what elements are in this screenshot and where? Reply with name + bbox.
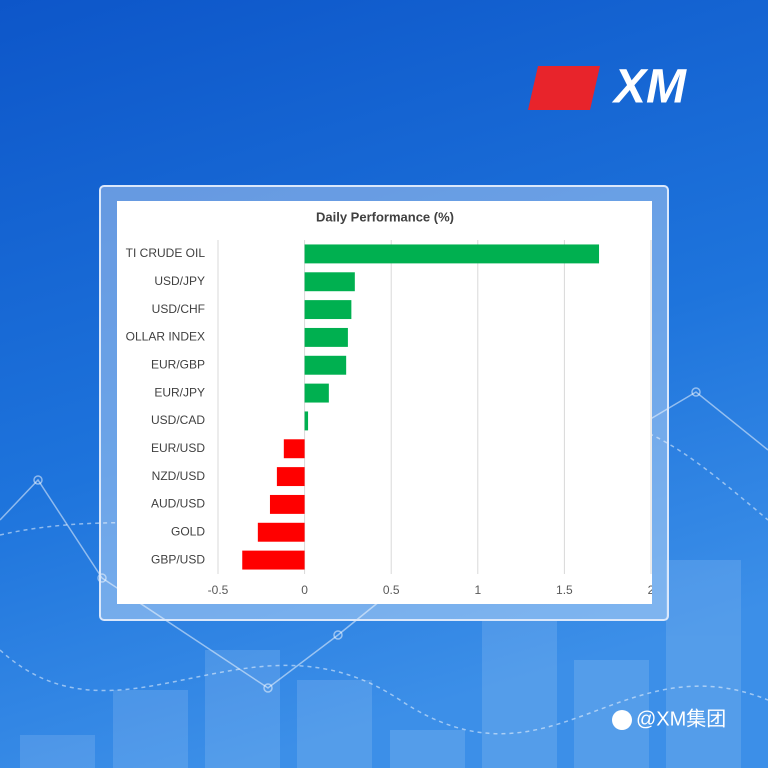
y-tick-label: TI CRUDE OIL — [126, 246, 206, 260]
bar — [304, 411, 309, 431]
x-tick-label: 0 — [301, 583, 308, 597]
y-tick-label: EUR/USD — [151, 441, 205, 455]
y-tick-label: GBP/USD — [151, 552, 205, 566]
y-tick-label: NZD/USD — [152, 469, 206, 483]
watermark-text: @XM集团 — [636, 707, 726, 730]
bar — [257, 522, 305, 542]
y-tick-label: USD/CHF — [152, 302, 205, 316]
bar — [283, 439, 305, 459]
y-tick-label: EUR/JPY — [154, 385, 205, 399]
watermark: @XM集团 — [612, 707, 726, 730]
logo-text: XM — [611, 61, 687, 114]
bar — [242, 550, 305, 570]
bar — [269, 494, 305, 514]
watermark-icon — [612, 710, 632, 730]
plot: Daily Performance (%) -0.5 0 0.5 1 1.5 2 TI CR… — [126, 209, 655, 597]
x-tick-label: 1.5 — [556, 583, 573, 597]
y-tick-label: GOLD — [171, 524, 205, 538]
bar — [304, 244, 600, 264]
x-tick-label: 1 — [474, 583, 481, 597]
bar — [304, 300, 352, 320]
y-tick-label: USD/CAD — [151, 413, 205, 427]
logo-mark — [528, 66, 600, 110]
bar — [304, 272, 355, 292]
x-tick-label: -0.5 — [208, 583, 229, 597]
y-tick-label: USD/JPY — [154, 274, 205, 288]
chart-title: Daily Performance (%) — [316, 209, 454, 224]
y-tick-label: EUR/GBP — [151, 357, 205, 371]
logo: XM — [528, 61, 687, 114]
x-tick-label: 0.5 — [383, 583, 400, 597]
x-tick-label: 2 — [648, 583, 655, 597]
y-tick-label: AUD/USD — [151, 497, 205, 511]
chart-area — [117, 201, 652, 604]
bar — [304, 383, 329, 403]
bar — [304, 355, 347, 375]
y-tick-label: OLLAR INDEX — [126, 330, 205, 344]
bar — [304, 327, 348, 347]
bar — [276, 467, 305, 487]
background-bars — [20, 560, 741, 768]
